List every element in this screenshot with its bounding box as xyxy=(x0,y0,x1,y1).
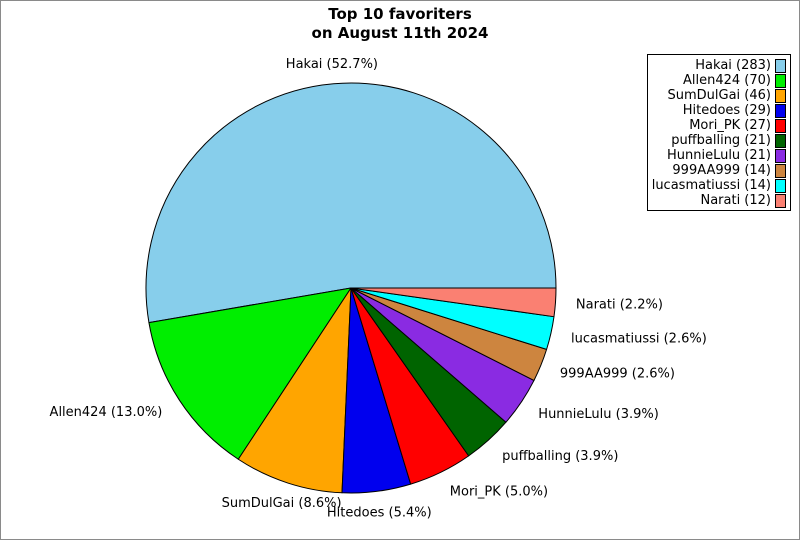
chart-title: Top 10 favoriters on August 11th 2024 xyxy=(1,5,799,43)
legend-item-mori_pk: Mori_PK (27) xyxy=(652,118,786,133)
slice-label-mori_pk: Mori_PK (5.0%) xyxy=(450,484,548,499)
slice-label-narati: Narati (2.2%) xyxy=(576,297,663,312)
legend: Hakai (283) Allen424 (70) SumDulGai (46) Hi… xyxy=(647,54,791,211)
legend-item-hakai: Hakai (283) xyxy=(652,58,786,73)
legend-item-label: Hitedoes (29) xyxy=(682,103,771,118)
legend-item-lucasmatiussi: lucasmatiussi (14) xyxy=(652,178,786,193)
legend-color-swatch xyxy=(775,193,786,208)
legend-item-hunnielulu: HunnieLulu (21) xyxy=(652,148,786,163)
slice-label-lucasmatiussi: lucasmatiussi (2.6%) xyxy=(571,331,707,346)
legend-color-swatch xyxy=(775,118,786,133)
legend-item-sumdulgai: SumDulGai (46) xyxy=(652,88,786,103)
legend-item-label: Mori_PK (27) xyxy=(689,118,771,133)
legend-color-swatch xyxy=(775,103,786,118)
legend-item-hitedoes: Hitedoes (29) xyxy=(652,103,786,118)
legend-color-swatch xyxy=(775,58,786,73)
legend-item-puffballing: puffballing (21) xyxy=(652,133,786,148)
slice-label-puffballing: puffballing (3.9%) xyxy=(502,449,618,464)
legend-item-label: HunnieLulu (21) xyxy=(666,148,771,163)
legend-color-swatch xyxy=(775,73,786,88)
legend-item-label: Allen424 (70) xyxy=(683,73,771,88)
legend-item-label: lucasmatiussi (14) xyxy=(651,178,771,193)
pie-slice-sumdulgai xyxy=(237,287,352,494)
slice-label-hakai: Hakai (52.7%) xyxy=(286,57,378,72)
legend-item-label: puffballing (21) xyxy=(671,133,771,148)
slice-label-hitedoes: Hitedoes (5.4%) xyxy=(327,505,432,520)
slice-label-999aa999: 999AA999 (2.6%) xyxy=(560,366,675,381)
legend-color-swatch xyxy=(775,133,786,148)
legend-item-allen424: Allen424 (70) xyxy=(652,73,786,88)
legend-color-swatch xyxy=(775,178,786,193)
legend-item-999aa999: 999AA999 (14) xyxy=(652,163,786,178)
legend-item-label: Hakai (283) xyxy=(695,58,771,73)
legend-color-swatch xyxy=(775,88,786,103)
legend-item-label: Narati (12) xyxy=(700,193,771,208)
legend-color-swatch xyxy=(775,148,786,163)
legend-item-label: SumDulGai (46) xyxy=(667,88,772,103)
legend-item-label: 999AA999 (14) xyxy=(672,163,771,178)
pie-slice-hakai xyxy=(145,82,557,324)
legend-color-swatch xyxy=(775,163,786,178)
pie-slice-allen424 xyxy=(148,287,352,460)
pie-slice-narati xyxy=(350,287,557,318)
chart-title-line1: Top 10 favoriters xyxy=(328,5,472,23)
legend-item-narati: Narati (12) xyxy=(652,193,786,208)
chart-title-line2: on August 11th 2024 xyxy=(311,24,489,42)
slice-label-allen424: Allen424 (13.0%) xyxy=(50,405,163,420)
slice-label-sumdulgai: SumDulGai (8.6%) xyxy=(222,496,342,511)
slice-label-hunnielulu: HunnieLulu (3.9%) xyxy=(538,407,659,422)
